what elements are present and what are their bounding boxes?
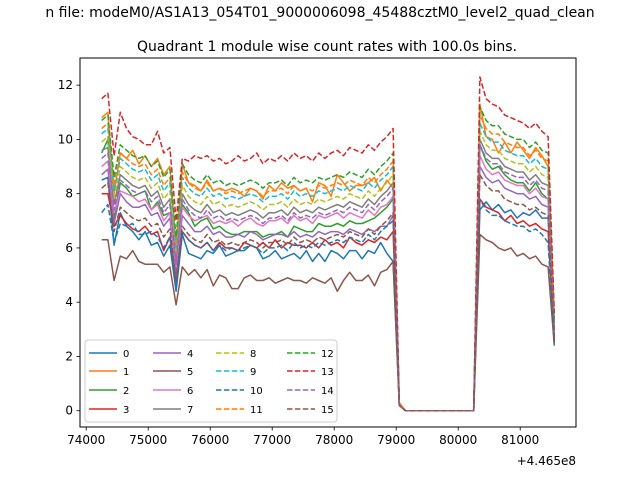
y-tick-label: 12 (58, 78, 73, 92)
x-tick-label: 76000 (191, 433, 229, 447)
legend-label-4: 4 (187, 349, 193, 360)
series-line-5 (101, 233, 556, 412)
axes-frame (79, 57, 577, 428)
y-tick-label: 10 (58, 132, 73, 146)
figure-suptitle: n file: modeM0/AS1A13_054T01_9000006098_… (45, 5, 594, 21)
legend-label-7: 7 (187, 405, 193, 416)
x-tick-label: 81000 (501, 433, 539, 447)
legend-label-3: 3 (123, 405, 129, 416)
legend-label-1: 1 (123, 367, 129, 378)
legend-label-0: 0 (123, 349, 129, 360)
chart-title: Quadrant 1 module wise count rates with … (137, 39, 517, 55)
y-axis: 0 2 4 6 8 10 12 (58, 78, 80, 418)
x-tick-label: 74000 (67, 433, 105, 447)
x-tick-label: 78000 (315, 433, 353, 447)
y-tick-label: 6 (65, 241, 73, 255)
legend-label-2: 2 (123, 386, 129, 397)
x-tick-label: 79000 (377, 433, 415, 447)
legend-label-9: 9 (250, 367, 256, 378)
y-tick-label: 2 (65, 349, 73, 363)
y-tick-label: 0 (65, 404, 73, 418)
legend-label-12: 12 (321, 349, 334, 360)
x-tick-label: 80000 (439, 433, 477, 447)
plot-lines (101, 76, 556, 412)
legend-label-11: 11 (250, 405, 263, 416)
legend-label-8: 8 (250, 349, 256, 360)
series-line-15 (101, 173, 556, 412)
legend-label-15: 15 (321, 405, 334, 416)
legend-label-13: 13 (321, 367, 334, 378)
legend-label-14: 14 (321, 386, 334, 397)
legend-box (84, 339, 338, 423)
series-line-12 (101, 106, 556, 412)
x-axis: 74000 75000 76000 77000 78000 79000 80000 81000 (67, 427, 539, 447)
legend-label-10: 10 (250, 386, 263, 397)
x-offset-label: +4.465e8 (517, 454, 576, 468)
y-tick-label: 4 (65, 295, 73, 309)
series-line-13 (101, 76, 556, 412)
x-tick-label: 75000 (129, 433, 167, 447)
y-tick-label: 8 (65, 187, 73, 201)
x-tick-label: 77000 (253, 433, 291, 447)
legend-label-6: 6 (187, 386, 193, 397)
legend-label-5: 5 (187, 367, 193, 378)
